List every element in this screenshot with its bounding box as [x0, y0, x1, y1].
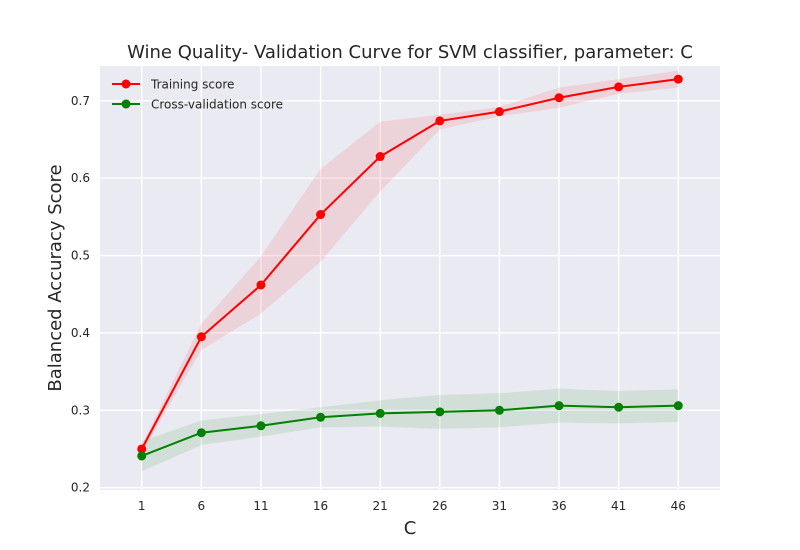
data-point: [375, 408, 385, 418]
series-lines: [137, 74, 683, 461]
x-tick-label: 36: [551, 499, 566, 513]
data-point: [673, 401, 683, 411]
confidence-band-0: [141, 70, 679, 453]
data-point: [196, 332, 206, 342]
y-tick-label: 0.3: [71, 403, 90, 417]
x-tick-label: 41: [611, 499, 626, 513]
legend-label-cross-validation: Cross-validation score: [151, 98, 283, 112]
y-tick-label: 0.2: [71, 481, 90, 495]
data-point: [673, 74, 683, 84]
series-line-0: [140, 78, 679, 450]
x-tick-label: 21: [373, 499, 388, 513]
data-point: [316, 412, 326, 422]
data-point: [435, 407, 445, 417]
data-point: [435, 116, 445, 126]
legend-marker: [121, 79, 131, 89]
data-point: [196, 428, 206, 438]
data-point: [137, 451, 147, 461]
data-point: [614, 82, 624, 92]
legend: Training score Cross-validation score: [112, 78, 283, 112]
tick-labels: 1 6 11 16 21 26 31 36 41 460.20.30.40.50.60.7: [71, 94, 686, 513]
legend-label-training: Training score: [150, 78, 234, 92]
y-tick-label: 0.5: [71, 249, 90, 263]
x-tick-label: 6: [198, 499, 206, 513]
y-tick-label: 0.7: [71, 94, 90, 108]
y-tick-label: 0.6: [71, 171, 90, 185]
x-tick-label: 26: [432, 499, 447, 513]
data-point: [256, 421, 266, 431]
chart-title: Wine Quality- Validation Curve for SVM c…: [127, 42, 693, 63]
legend-item-training: Training score: [112, 78, 234, 92]
data-point: [554, 93, 564, 103]
x-tick-label: 16: [313, 499, 328, 513]
y-tick-label: 0.4: [71, 326, 90, 340]
series-line-1: [141, 404, 679, 457]
confidence-band-1: [141, 388, 679, 472]
data-point: [494, 107, 504, 117]
x-tick-label: 11: [253, 499, 268, 513]
data-point: [256, 280, 266, 290]
legend-item-cross-validation: Cross-validation score: [112, 98, 283, 112]
y-axis-label: Balanced Accuracy Score: [45, 164, 66, 391]
x-tick-label: 31: [492, 499, 507, 513]
data-point: [137, 444, 147, 454]
x-tick-label: 1: [138, 499, 146, 513]
x-axis-label: C: [404, 518, 417, 539]
plot-area: [100, 66, 720, 490]
data-point: [614, 402, 624, 412]
x-tick-label: 46: [671, 499, 686, 513]
data-point: [375, 152, 385, 162]
legend-marker: [121, 99, 131, 109]
data-point: [494, 405, 504, 415]
data-point: [316, 210, 326, 220]
data-point: [554, 401, 564, 411]
confidence-bands: [141, 70, 679, 472]
